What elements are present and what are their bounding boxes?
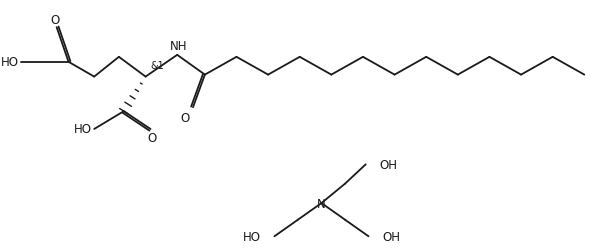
Text: HO: HO [243,230,261,243]
Text: HO: HO [74,123,92,136]
Text: NH: NH [169,40,187,53]
Text: OH: OH [379,158,398,171]
Text: O: O [180,111,190,124]
Text: O: O [148,132,157,145]
Text: OH: OH [382,230,400,243]
Text: O: O [50,14,59,27]
Text: &1: &1 [150,60,164,71]
Text: N: N [317,197,326,210]
Text: HO: HO [1,56,19,69]
